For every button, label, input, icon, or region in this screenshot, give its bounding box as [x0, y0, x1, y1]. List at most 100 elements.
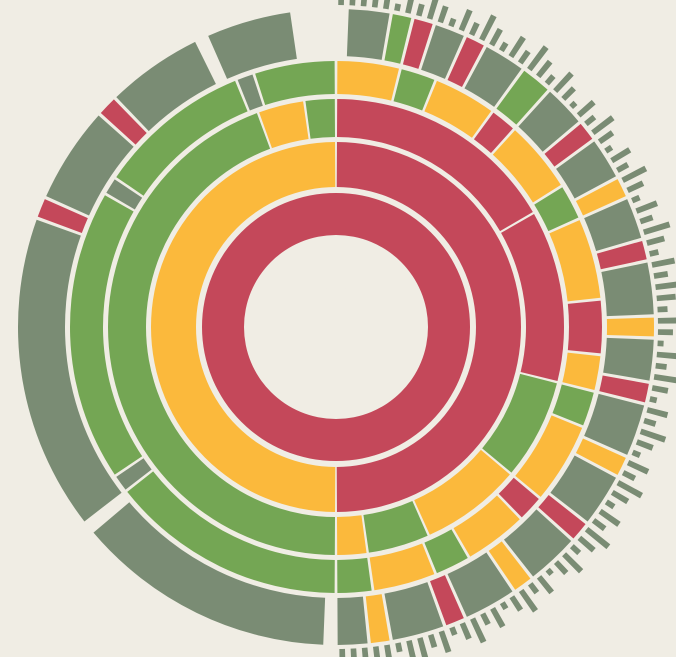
- ring5-segment-18[interactable]: [584, 393, 645, 455]
- ring4-segment-8[interactable]: [567, 300, 602, 354]
- ring3-segment-4[interactable]: [414, 449, 510, 535]
- ring5-segment-13[interactable]: [596, 240, 647, 270]
- outer-tick-72[interactable]: [527, 582, 540, 595]
- ring5-segment-35[interactable]: [208, 12, 297, 79]
- outer-tick-58[interactable]: [626, 460, 650, 475]
- ring4-segment-13[interactable]: [453, 495, 520, 557]
- ring5-segment-10[interactable]: [556, 141, 616, 199]
- ring5-segment-9[interactable]: [544, 123, 593, 167]
- ring2-segment-2[interactable]: [150, 142, 336, 512]
- outer-tick-71[interactable]: [536, 575, 554, 595]
- outer-tick-54[interactable]: [643, 417, 657, 427]
- outer-tick-25[interactable]: [576, 99, 596, 118]
- outer-tick-77[interactable]: [480, 612, 491, 626]
- ring5-segment-27[interactable]: [365, 594, 390, 644]
- outer-tick-83[interactable]: [417, 637, 430, 657]
- outer-tick-70[interactable]: [545, 567, 554, 577]
- outer-tick-48[interactable]: [656, 351, 676, 360]
- outer-tick-84[interactable]: [406, 639, 416, 657]
- outer-tick-40[interactable]: [651, 257, 676, 268]
- ring5-segment-12[interactable]: [584, 199, 642, 251]
- outer-tick-87[interactable]: [373, 646, 381, 657]
- outer-tick-49[interactable]: [655, 362, 667, 370]
- ring5-segment-25[interactable]: [430, 575, 464, 626]
- outer-tick-16[interactable]: [498, 41, 509, 53]
- outer-tick-7[interactable]: [405, 0, 415, 14]
- ring5-segment-7[interactable]: [496, 70, 548, 125]
- outer-tick-59[interactable]: [621, 470, 637, 482]
- ring5-segment-6[interactable]: [464, 47, 522, 107]
- ring5-segment-1[interactable]: [346, 9, 390, 60]
- outer-tick-12[interactable]: [458, 8, 473, 32]
- outer-tick-66[interactable]: [577, 535, 596, 553]
- outer-tick-10[interactable]: [437, 5, 449, 24]
- outer-tick-74[interactable]: [509, 595, 524, 612]
- ring5-segment-15[interactable]: [606, 317, 654, 337]
- outer-tick-13[interactable]: [469, 21, 480, 37]
- ring4-segment-2[interactable]: [393, 69, 435, 111]
- outer-tick-86[interactable]: [384, 644, 393, 657]
- outer-tick-57[interactable]: [631, 449, 642, 459]
- outer-tick-27[interactable]: [591, 115, 615, 136]
- ring4-segment-7[interactable]: [549, 220, 601, 302]
- outer-tick-56[interactable]: [635, 439, 654, 451]
- outer-tick-67[interactable]: [569, 544, 582, 556]
- outer-tick-32[interactable]: [621, 165, 648, 183]
- ring3-segment-7[interactable]: [107, 113, 336, 555]
- outer-tick-20[interactable]: [536, 59, 553, 79]
- outer-tick-41[interactable]: [653, 270, 669, 279]
- ring3-segment-8[interactable]: [259, 101, 309, 149]
- ring5-segment-14[interactable]: [601, 262, 654, 317]
- ring5-segment-26[interactable]: [384, 582, 444, 640]
- outer-tick-65[interactable]: [584, 527, 611, 550]
- outer-tick-47[interactable]: [657, 340, 664, 347]
- ring3-segment-2[interactable]: [501, 214, 564, 381]
- ring3-segment-1[interactable]: [336, 99, 533, 232]
- ring4-segment-17[interactable]: [127, 471, 335, 593]
- outer-tick-46[interactable]: [657, 329, 673, 336]
- ring5-segment-28[interactable]: [337, 596, 368, 645]
- outer-tick-38[interactable]: [646, 235, 666, 246]
- outer-tick-78[interactable]: [470, 617, 487, 644]
- outer-tick-5[interactable]: [383, 0, 391, 10]
- outer-tick-6[interactable]: [394, 3, 402, 12]
- outer-tick-8[interactable]: [416, 3, 425, 17]
- outer-tick-15[interactable]: [489, 27, 503, 47]
- outer-tick-37[interactable]: [642, 221, 671, 236]
- outer-tick-43[interactable]: [656, 293, 676, 302]
- outer-tick-18[interactable]: [517, 49, 531, 65]
- outer-tick-26[interactable]: [584, 114, 597, 127]
- outer-tick-11[interactable]: [448, 17, 457, 28]
- ring4-segment-20[interactable]: [106, 179, 143, 210]
- outer-tick-36[interactable]: [639, 214, 654, 225]
- ring3-segment-9[interactable]: [305, 99, 336, 139]
- ring4-segment-5[interactable]: [492, 130, 561, 203]
- ring1-segment-1[interactable]: [202, 192, 470, 462]
- outer-tick-53[interactable]: [646, 407, 669, 419]
- outer-tick-61[interactable]: [610, 489, 630, 505]
- ring5-segment-31[interactable]: [37, 199, 88, 233]
- ring4-segment-12[interactable]: [498, 477, 539, 518]
- ring5-segment-32[interactable]: [46, 115, 134, 216]
- ring4-segment-11[interactable]: [515, 415, 583, 497]
- outer-tick-35[interactable]: [635, 200, 659, 214]
- outer-tick-45[interactable]: [657, 317, 676, 324]
- outer-tick-30[interactable]: [610, 147, 632, 164]
- outer-tick-2[interactable]: [349, 0, 356, 6]
- outer-tick-89[interactable]: [350, 648, 358, 657]
- ring5-segment-3[interactable]: [402, 18, 433, 69]
- ring4-segment-4[interactable]: [473, 112, 513, 154]
- outer-tick-33[interactable]: [626, 180, 645, 193]
- outer-tick-76[interactable]: [490, 606, 506, 629]
- ring4-segment-9[interactable]: [562, 352, 601, 390]
- ring5-segment-30[interactable]: [17, 219, 122, 522]
- ring5-segment-34[interactable]: [116, 41, 216, 132]
- outer-tick-85[interactable]: [395, 642, 403, 653]
- outer-tick-52[interactable]: [649, 396, 658, 404]
- outer-tick-9[interactable]: [426, 0, 440, 20]
- ring5-segment-20[interactable]: [550, 455, 616, 522]
- ring4-segment-16[interactable]: [337, 557, 372, 593]
- outer-tick-51[interactable]: [651, 385, 669, 394]
- outer-tick-19[interactable]: [527, 45, 549, 72]
- outer-tick-3[interactable]: [360, 0, 368, 7]
